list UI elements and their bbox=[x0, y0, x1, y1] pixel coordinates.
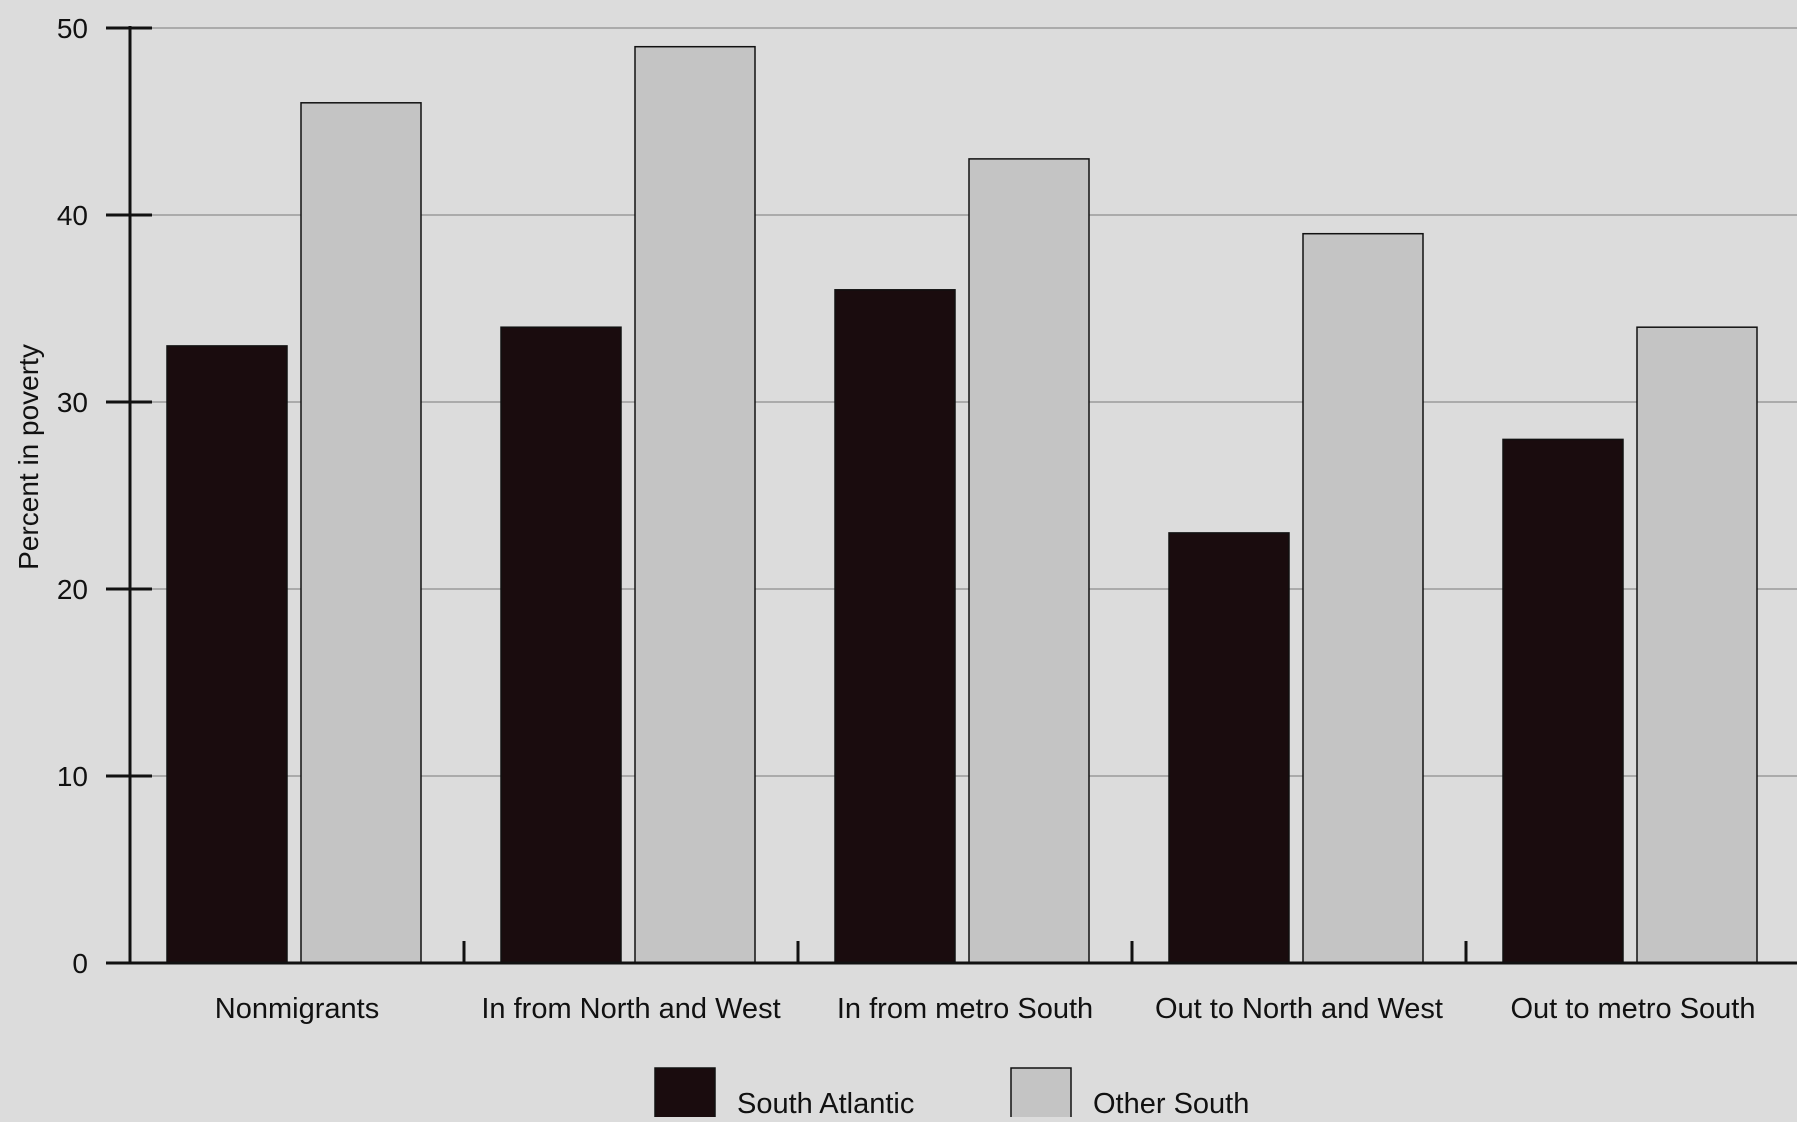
y-ticks: 0 10 20 30 40 50 bbox=[57, 13, 152, 979]
x-tick-label: Out to metro South bbox=[1510, 993, 1755, 1025]
x-tick-label: In from metro South bbox=[837, 993, 1093, 1025]
bars bbox=[166, 45, 1758, 964]
x-tick-label: In from North and West bbox=[481, 993, 780, 1025]
bar-other-south bbox=[634, 45, 756, 964]
y-tick-label: 50 bbox=[57, 13, 88, 44]
bar-south-atlantic bbox=[500, 326, 622, 964]
y-axis-label: Percent in poverty bbox=[13, 344, 44, 570]
legend: South Atlantic Other South bbox=[654, 1067, 1249, 1122]
bar-south-atlantic bbox=[1168, 532, 1290, 964]
y-tick-label: 30 bbox=[57, 387, 88, 418]
legend-swatch bbox=[654, 1067, 716, 1122]
bar-south-atlantic bbox=[166, 345, 288, 964]
bar-other-south bbox=[1636, 326, 1758, 964]
y-tick-label: 0 bbox=[72, 948, 88, 979]
y-tick-label: 10 bbox=[57, 761, 88, 792]
bar-south-atlantic bbox=[834, 289, 956, 964]
bar-south-atlantic bbox=[1502, 438, 1624, 964]
x-tick-label: Out to North and West bbox=[1155, 993, 1443, 1025]
legend-label: South Atlantic bbox=[737, 1088, 914, 1117]
bar-other-south bbox=[968, 158, 1090, 964]
legend-swatch bbox=[1010, 1067, 1072, 1122]
y-tick-label: 20 bbox=[57, 574, 88, 605]
bar-other-south bbox=[1302, 232, 1424, 964]
x-tick-labels: Nonmigrants In from North and West In from… bbox=[215, 941, 1756, 1025]
legend-label: Other South bbox=[1093, 1088, 1249, 1117]
y-tick-label: 40 bbox=[57, 200, 88, 231]
axes bbox=[108, 26, 1797, 965]
bar-other-south bbox=[300, 102, 422, 964]
x-tick-label: Nonmigrants bbox=[215, 993, 379, 1025]
